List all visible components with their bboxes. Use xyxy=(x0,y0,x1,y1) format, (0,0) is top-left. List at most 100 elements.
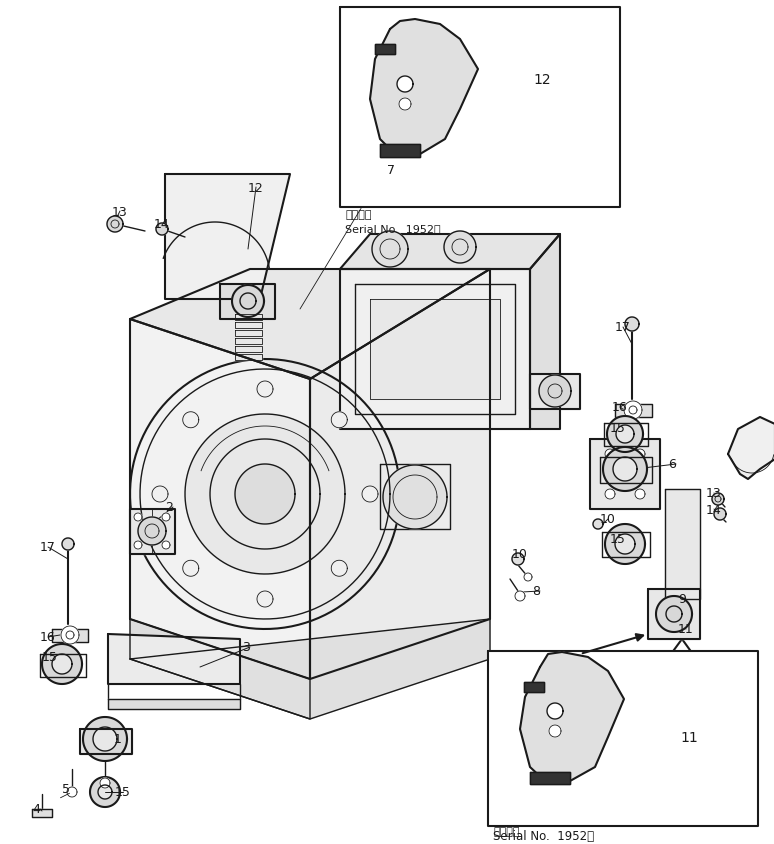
Polygon shape xyxy=(83,717,127,761)
Polygon shape xyxy=(220,284,275,320)
Text: 適用号機: 適用号機 xyxy=(345,210,372,219)
Polygon shape xyxy=(235,322,262,328)
Polygon shape xyxy=(372,232,408,268)
Polygon shape xyxy=(93,728,117,751)
Polygon shape xyxy=(152,486,168,502)
Polygon shape xyxy=(98,785,112,799)
Text: 12: 12 xyxy=(248,181,264,194)
Text: 12: 12 xyxy=(533,73,550,87)
Text: 17: 17 xyxy=(40,541,56,554)
Polygon shape xyxy=(616,425,634,443)
Polygon shape xyxy=(524,682,544,692)
Text: 15: 15 xyxy=(610,533,626,546)
Polygon shape xyxy=(603,447,647,491)
Text: 2: 2 xyxy=(165,500,173,514)
Polygon shape xyxy=(42,644,82,684)
Text: 15: 15 xyxy=(610,422,626,435)
Text: 14: 14 xyxy=(706,503,721,516)
Polygon shape xyxy=(62,538,74,550)
Polygon shape xyxy=(340,235,560,270)
Text: 15: 15 xyxy=(115,786,131,798)
Polygon shape xyxy=(185,414,345,574)
Polygon shape xyxy=(32,809,52,817)
Polygon shape xyxy=(52,630,88,642)
Polygon shape xyxy=(362,486,378,502)
Polygon shape xyxy=(108,699,240,709)
Polygon shape xyxy=(615,404,652,418)
Polygon shape xyxy=(635,490,645,500)
Polygon shape xyxy=(665,490,700,599)
Polygon shape xyxy=(380,464,450,529)
Polygon shape xyxy=(52,654,72,674)
Polygon shape xyxy=(235,338,262,344)
Polygon shape xyxy=(130,619,310,719)
Polygon shape xyxy=(107,217,123,233)
Polygon shape xyxy=(331,412,348,428)
Text: 4: 4 xyxy=(32,803,40,815)
Polygon shape xyxy=(232,285,264,317)
Polygon shape xyxy=(156,224,168,235)
Text: Serial No.  1952～: Serial No. 1952～ xyxy=(493,829,594,842)
Text: 9: 9 xyxy=(678,592,686,606)
Polygon shape xyxy=(605,524,645,565)
Polygon shape xyxy=(615,534,635,555)
Text: 3: 3 xyxy=(242,641,250,654)
Polygon shape xyxy=(624,402,642,419)
Polygon shape xyxy=(444,232,476,263)
Polygon shape xyxy=(515,592,525,601)
Polygon shape xyxy=(130,320,310,679)
Polygon shape xyxy=(648,589,700,639)
Polygon shape xyxy=(380,145,420,158)
Polygon shape xyxy=(340,8,620,208)
Polygon shape xyxy=(138,517,166,545)
Polygon shape xyxy=(370,300,500,399)
Text: 15: 15 xyxy=(42,651,58,663)
Polygon shape xyxy=(607,416,643,452)
Text: 適用号機: 適用号機 xyxy=(493,826,519,836)
Text: 7: 7 xyxy=(387,163,395,176)
Polygon shape xyxy=(130,619,490,719)
Text: 8: 8 xyxy=(532,585,540,598)
Polygon shape xyxy=(183,560,199,576)
Text: 10: 10 xyxy=(512,548,528,560)
Text: 10: 10 xyxy=(600,513,616,526)
Polygon shape xyxy=(100,778,110,788)
Polygon shape xyxy=(530,375,580,409)
Text: 14: 14 xyxy=(154,219,170,231)
Polygon shape xyxy=(80,729,132,754)
Polygon shape xyxy=(134,513,142,522)
Polygon shape xyxy=(162,513,170,522)
Polygon shape xyxy=(331,560,348,576)
Polygon shape xyxy=(512,554,524,565)
Polygon shape xyxy=(67,787,77,797)
Polygon shape xyxy=(235,331,262,337)
Polygon shape xyxy=(530,772,570,784)
Polygon shape xyxy=(488,652,758,826)
Polygon shape xyxy=(549,725,561,737)
Polygon shape xyxy=(728,418,774,479)
Polygon shape xyxy=(370,20,478,154)
Polygon shape xyxy=(134,541,142,549)
Polygon shape xyxy=(539,376,571,408)
Polygon shape xyxy=(590,440,660,510)
Polygon shape xyxy=(235,354,262,360)
Polygon shape xyxy=(613,457,637,481)
Text: 1: 1 xyxy=(114,733,122,745)
Polygon shape xyxy=(383,465,447,529)
Polygon shape xyxy=(183,412,199,428)
Polygon shape xyxy=(397,77,413,93)
Polygon shape xyxy=(656,597,692,632)
Polygon shape xyxy=(235,315,262,321)
Polygon shape xyxy=(257,592,273,608)
Polygon shape xyxy=(310,270,490,679)
Polygon shape xyxy=(714,508,726,521)
Polygon shape xyxy=(108,634,240,684)
Polygon shape xyxy=(165,175,290,300)
Polygon shape xyxy=(61,626,79,644)
Text: 13: 13 xyxy=(706,487,721,500)
Text: 5: 5 xyxy=(62,782,70,796)
Polygon shape xyxy=(635,450,645,459)
Polygon shape xyxy=(340,270,530,430)
Polygon shape xyxy=(162,541,170,549)
Text: 11: 11 xyxy=(680,730,697,744)
